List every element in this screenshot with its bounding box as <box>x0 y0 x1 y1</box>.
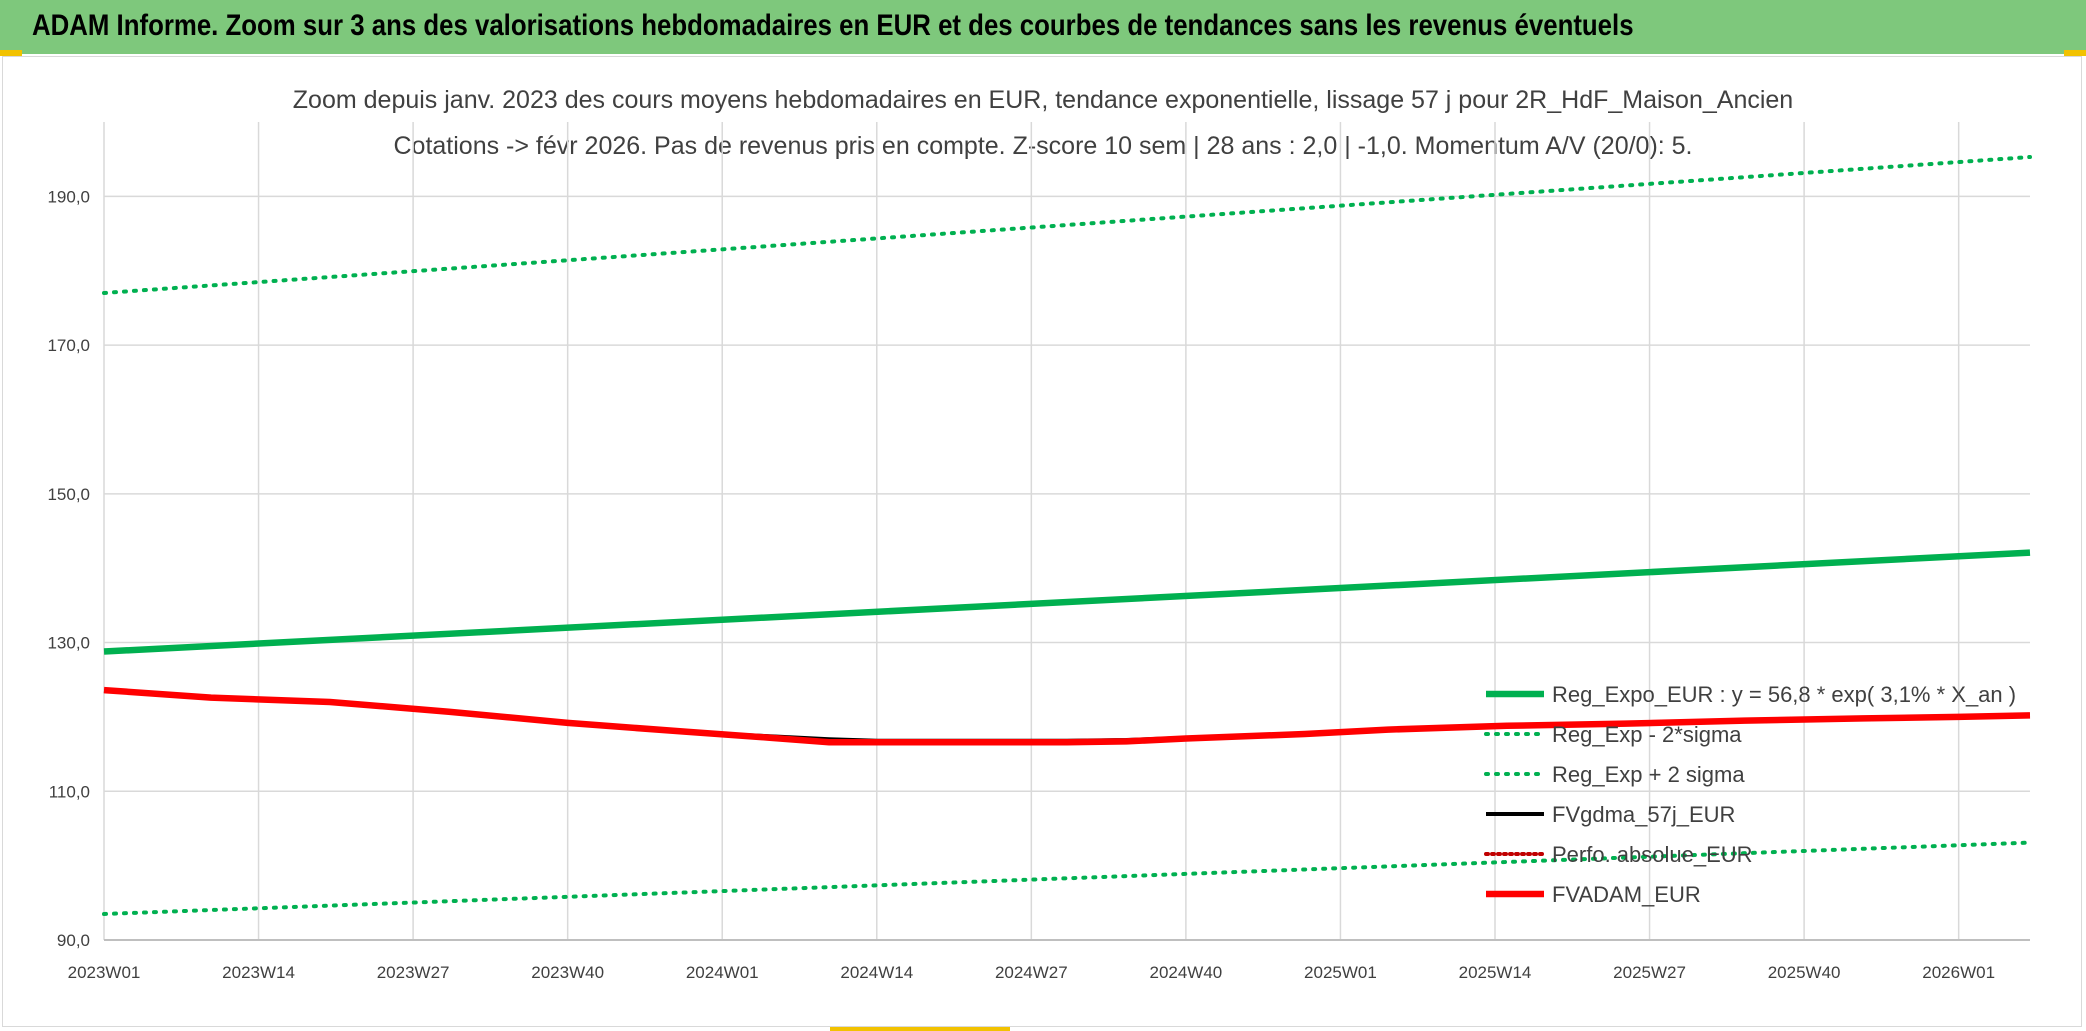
banner-accent-right <box>2064 50 2086 56</box>
x-axis-ticks: 2023W01 2023W14 2023W27 2023W40 2024W01 2024W… <box>68 963 1995 982</box>
series-line-reg-exp <box>102 155 2032 295</box>
bottom-accent <box>830 1027 1010 1031</box>
legend-label: FVADAM_EUR <box>1552 882 1701 907</box>
y-axis-ticks: 90,0 110,0 130,0 150,0 170,0 190,0 <box>47 187 90 950</box>
title-banner: ADAM Informe. Zoom sur 3 ans des valoris… <box>0 0 2086 54</box>
y-tick-label: 90,0 <box>57 931 90 950</box>
x-tick-label: 2026W01 <box>1922 963 1995 982</box>
x-tick-label: 2025W27 <box>1613 963 1686 982</box>
chart-title: Zoom depuis janv. 2023 des cours moyens … <box>293 86 1793 114</box>
legend-label: Perfo. absolue_EUR <box>1552 842 1753 867</box>
y-tick-label: 170,0 <box>47 336 90 355</box>
y-tick-label: 150,0 <box>47 485 90 504</box>
chart-subtitle: Cotations -> févr 2026. Pas de revenus p… <box>393 132 1692 160</box>
legend-label: Reg_Exp - 2*sigma <box>1552 722 1742 747</box>
report-title: ADAM Informe. Zoom sur 3 ans des valoris… <box>32 9 1634 42</box>
series-line-reg-expo-eur <box>103 549 2031 655</box>
x-tick-label: 2024W01 <box>686 963 759 982</box>
x-tick-label: 2023W40 <box>531 963 604 982</box>
grid <box>103 122 2030 941</box>
series-line-reg-exp <box>102 840 2032 916</box>
legend-label: FVgdma_57j_EUR <box>1552 802 1735 827</box>
y-tick-label: 130,0 <box>47 634 90 653</box>
x-tick-label: 2024W14 <box>840 963 913 982</box>
x-tick-label: 2023W01 <box>68 963 141 982</box>
x-tick-label: 2025W14 <box>1459 963 1532 982</box>
x-tick-label: 2024W40 <box>1149 963 1222 982</box>
series-line-fvadam-eur <box>103 686 2031 746</box>
x-tick-label: 2025W40 <box>1768 963 1841 982</box>
x-tick-label: 2023W27 <box>377 963 450 982</box>
x-tick-label: 2024W27 <box>995 963 1068 982</box>
banner-accent-left <box>0 50 22 56</box>
y-tick-label: 190,0 <box>47 187 90 206</box>
series-lines <box>102 155 2032 916</box>
legend-label: Reg_Expo_EUR : y = 56,8 * exp( 3,1% * X_… <box>1552 682 2016 707</box>
x-tick-label: 2025W01 <box>1304 963 1377 982</box>
chart-frame <box>2 56 2082 1027</box>
legend: Reg_Expo_EUR : y = 56,8 * exp( 3,1% * X_… <box>1484 682 2016 907</box>
x-tick-label: 2023W14 <box>222 963 295 982</box>
y-tick-label: 110,0 <box>49 782 90 801</box>
legend-label: Reg_Exp + 2 sigma <box>1552 762 1745 787</box>
